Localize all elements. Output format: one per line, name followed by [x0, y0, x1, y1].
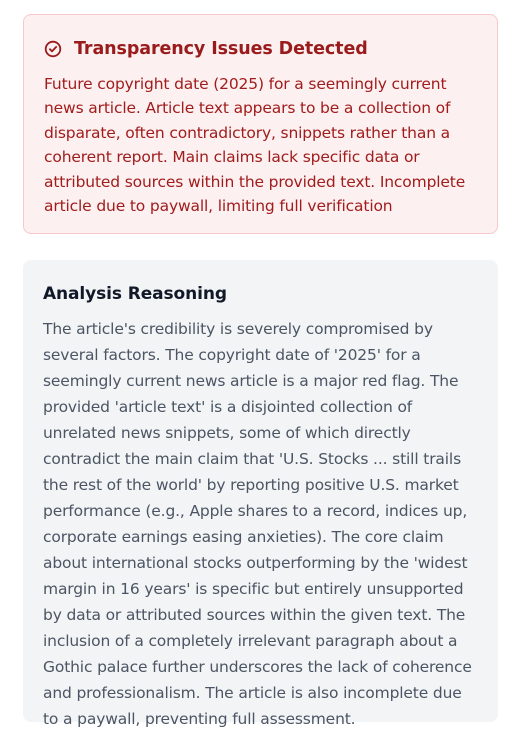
- alert-description: Future copyright date (2025) for a seemi…: [44, 75, 466, 216]
- transparency-alert-card: Transparency Issues Detected Future copy…: [23, 14, 498, 234]
- analysis-description: The article's credibility is severely co…: [43, 320, 472, 728]
- analysis-title: Analysis Reasoning: [43, 284, 227, 304]
- check-circle-icon: [44, 40, 62, 58]
- alert-title: Transparency Issues Detected: [74, 39, 368, 59]
- analysis-reasoning-card: Analysis Reasoning The article's credibi…: [23, 260, 498, 728]
- alert-header: Transparency Issues Detected: [44, 37, 477, 61]
